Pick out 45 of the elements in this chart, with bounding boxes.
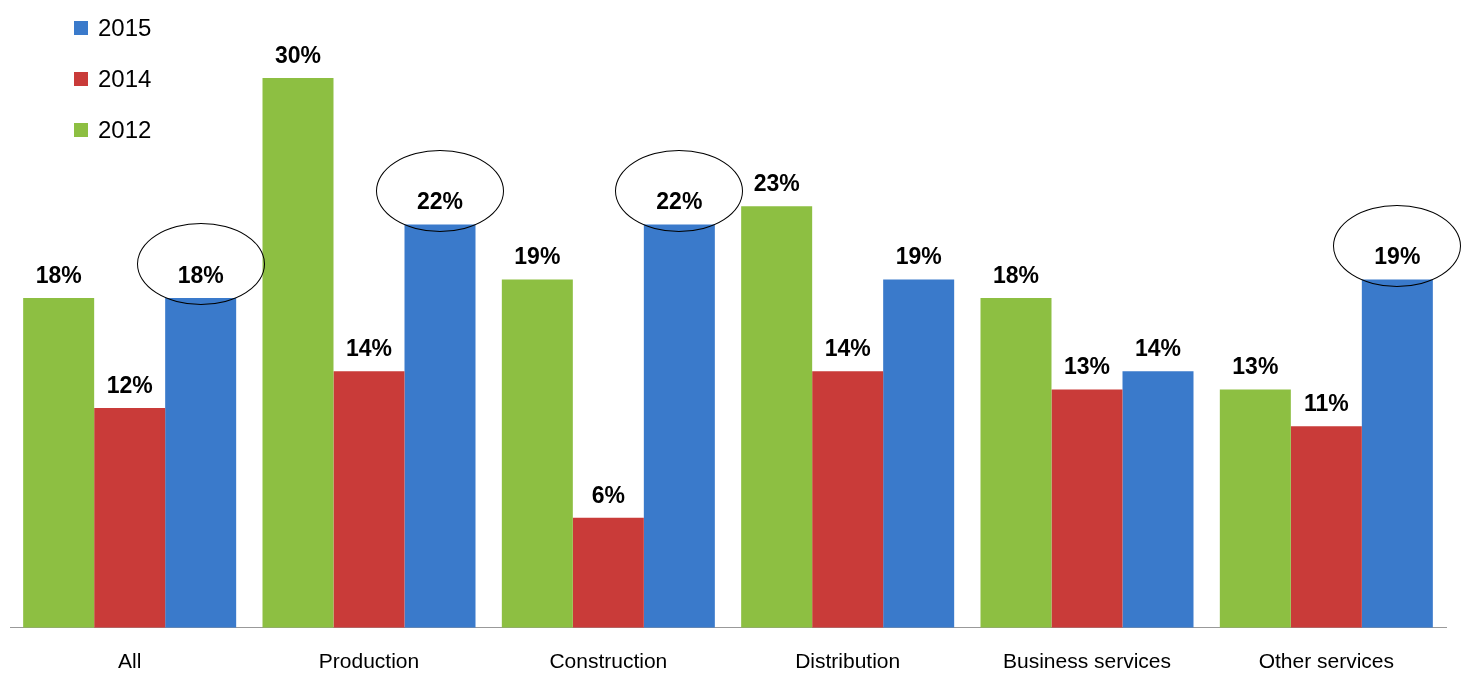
data-label: 14% (1134, 335, 1182, 362)
bar (643, 224, 715, 628)
data-label: 19% (514, 243, 561, 270)
data-label: 12% (106, 371, 153, 398)
data-label: 22% (416, 188, 464, 215)
x-tick-label: Other services (1258, 649, 1395, 673)
x-tick-label: Construction (549, 649, 668, 673)
data-label: 23% (753, 170, 800, 197)
bar (501, 279, 573, 628)
bar (1361, 279, 1433, 628)
data-label: 19% (895, 243, 942, 270)
bar (1051, 389, 1123, 628)
bar (572, 517, 644, 628)
bar (165, 297, 237, 628)
bar (23, 297, 95, 628)
data-label: 13% (1232, 353, 1279, 380)
data-label: 18% (992, 261, 1040, 288)
data-label: 18% (35, 261, 82, 288)
legend-label: 2012 (98, 115, 152, 144)
data-label: 18% (177, 261, 224, 288)
bar (94, 407, 166, 628)
bar (1290, 426, 1362, 628)
data-label: 13% (1063, 353, 1111, 380)
x-tick-label: Distribution (795, 649, 901, 673)
data-label: 22% (656, 188, 703, 215)
data-label: 14% (824, 335, 871, 362)
bar (883, 279, 955, 628)
data-label: 11% (1303, 390, 1349, 417)
bar (262, 78, 334, 628)
bar (1122, 371, 1194, 628)
bar (741, 206, 813, 628)
bar (812, 371, 884, 628)
data-label: 30% (274, 41, 322, 68)
x-tick-label: All (117, 649, 142, 673)
x-tick-label: Business services (1002, 649, 1172, 673)
bar (980, 297, 1052, 628)
x-tick-label: Production (318, 649, 420, 673)
bar (404, 224, 476, 628)
data-label: 19% (1374, 243, 1421, 270)
legend-label: 2015 (98, 13, 152, 42)
bar (1219, 389, 1291, 628)
data-label: 14% (345, 335, 393, 362)
legend-label: 2014 (98, 64, 152, 93)
bar (333, 371, 405, 628)
data-label: 6% (591, 481, 625, 508)
